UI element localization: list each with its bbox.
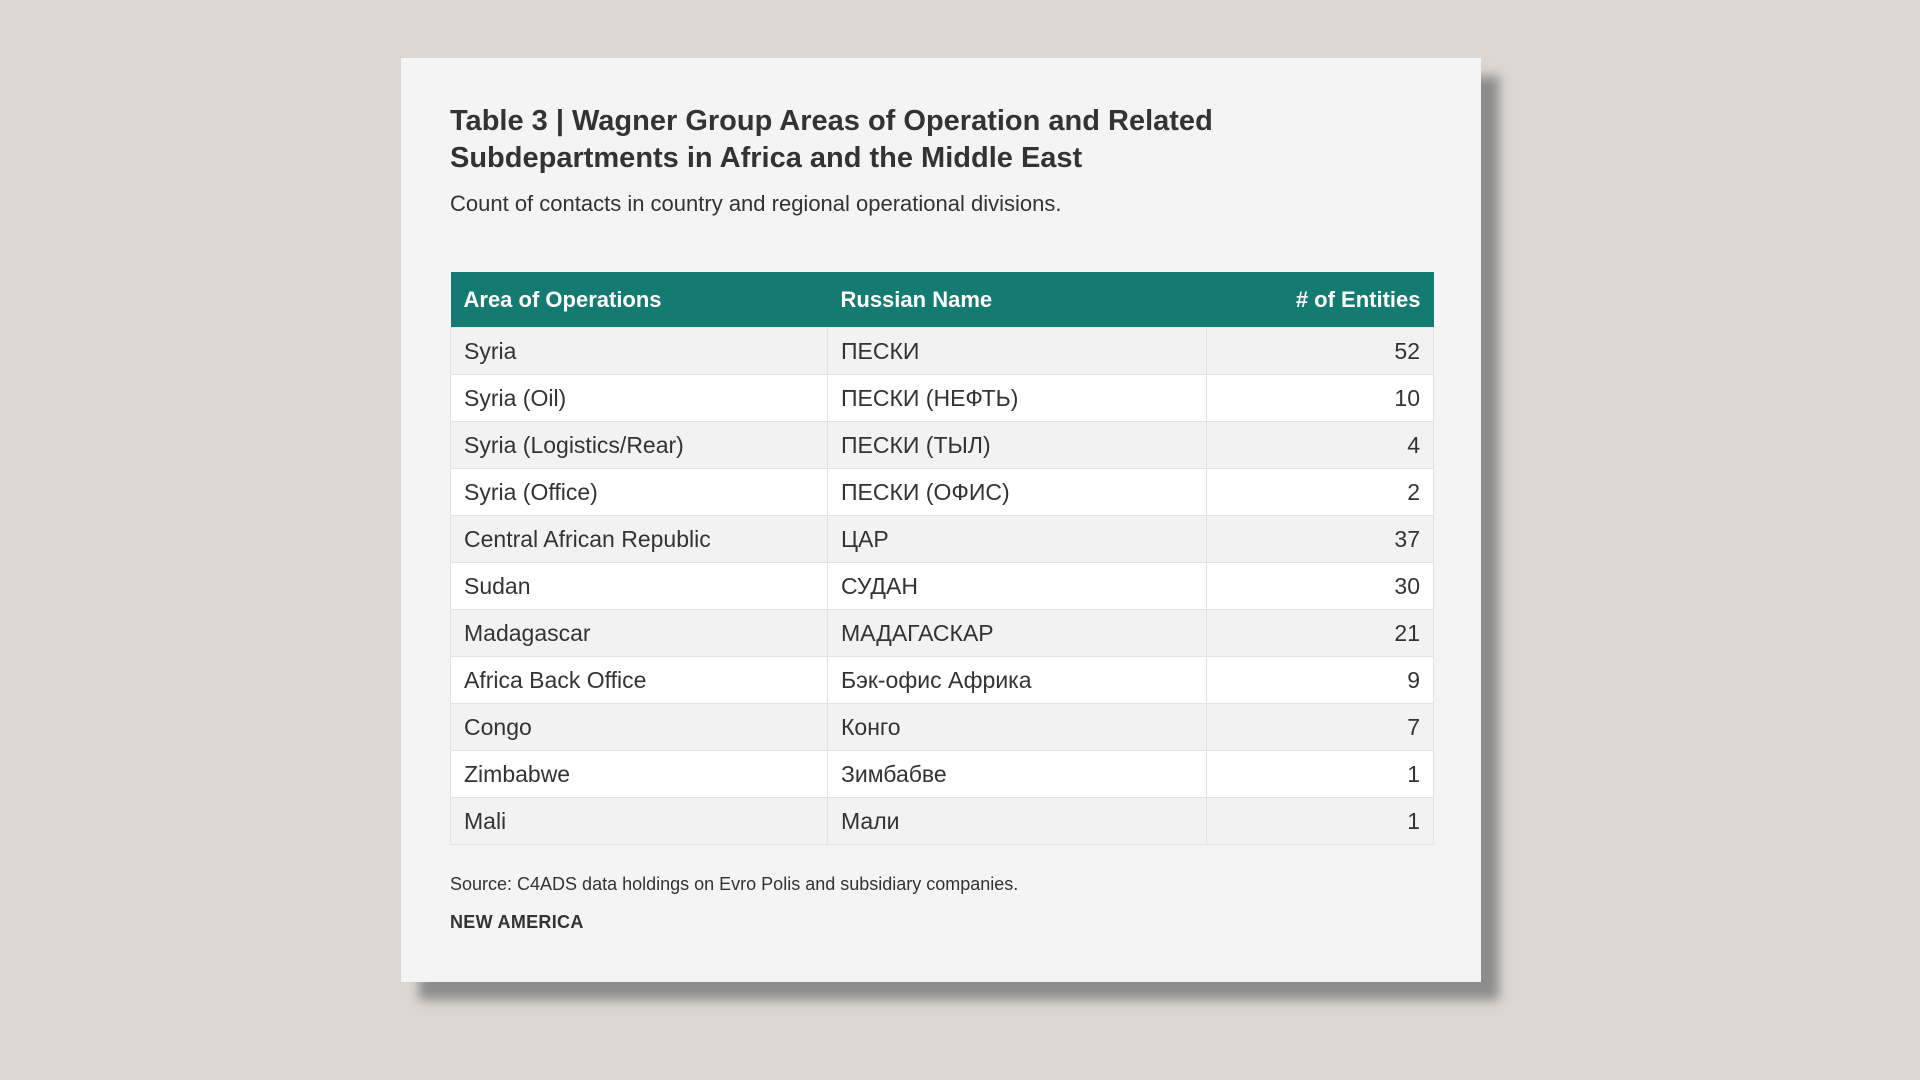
table-row: Sudan СУДАН 30 <box>450 562 1434 610</box>
title-line-2: Subdepartments in Africa and the Middle … <box>450 142 1083 174</box>
area-cell: Central African Republic <box>450 515 828 563</box>
table-row: Mali Мали 1 <box>450 797 1434 845</box>
russian-name-cell: Бэк-офис Африка <box>827 656 1207 704</box>
brand-footer: NEW AMERICA <box>450 912 584 932</box>
source-note: Source: C4ADS data holdings on Evro Poli… <box>450 874 1019 894</box>
header-area-of-operations: Area of Operations <box>450 272 828 328</box>
russian-name-cell: ПЕСКИ (ТЫЛ) <box>827 421 1207 469</box>
area-cell: Zimbabwe <box>450 750 828 798</box>
russian-name-cell: МАДАГАСКАР <box>827 609 1207 657</box>
table-row: Syria ПЕСКИ 52 <box>450 327 1434 375</box>
russian-name-cell: ЦАР <box>827 515 1207 563</box>
entity-count-cell: 21 <box>1206 609 1434 657</box>
area-cell: Syria (Oil) <box>450 374 828 422</box>
entity-count-cell: 1 <box>1206 797 1434 845</box>
area-cell: Syria (Office) <box>450 468 828 516</box>
entity-count-cell: 2 <box>1206 468 1434 516</box>
title-line-1: Table 3 | Wagner Group Areas of Operatio… <box>450 105 1213 137</box>
area-cell: Syria <box>450 327 828 375</box>
table-row: Zimbabwe Зимбабве 1 <box>450 750 1434 798</box>
russian-name-cell: ПЕСКИ (НЕФТЬ) <box>827 374 1207 422</box>
entity-count-cell: 37 <box>1206 515 1434 563</box>
data-table: Area of Operations Russian Name # of Ent… <box>450 272 1434 845</box>
area-cell: Syria (Logistics/Rear) <box>450 421 828 469</box>
table-row: Syria (Office) ПЕСКИ (ОФИС) 2 <box>450 468 1434 516</box>
entity-count-cell: 4 <box>1206 421 1434 469</box>
table-row: Central African Republic ЦАР 37 <box>450 515 1434 563</box>
russian-name-cell: Зимбабве <box>827 750 1207 798</box>
russian-name-cell: СУДАН <box>827 562 1207 610</box>
table-row: Congo Конго 7 <box>450 703 1434 751</box>
entity-count-cell: 7 <box>1206 703 1434 751</box>
area-cell: Mali <box>450 797 828 845</box>
entity-count-cell: 1 <box>1206 750 1434 798</box>
table-title: Table 3 | Wagner Group Areas of Operatio… <box>450 103 1350 177</box>
entity-count-cell: 52 <box>1206 327 1434 375</box>
table-row: Syria (Oil) ПЕСКИ (НЕФТЬ) 10 <box>450 374 1434 422</box>
table-card: Table 3 | Wagner Group Areas of Operatio… <box>401 58 1481 982</box>
table-header-row: Area of Operations Russian Name # of Ent… <box>450 272 1434 328</box>
header-russian-name: Russian Name <box>827 272 1207 328</box>
russian-name-cell: ПЕСКИ <box>827 327 1207 375</box>
area-cell: Sudan <box>450 562 828 610</box>
header-entity-count: # of Entities <box>1206 272 1434 328</box>
area-cell: Madagascar <box>450 609 828 657</box>
table-row: Africa Back Office Бэк-офис Африка 9 <box>450 656 1434 704</box>
russian-name-cell: Конго <box>827 703 1207 751</box>
entity-count-cell: 30 <box>1206 562 1434 610</box>
table-subtitle: Count of contacts in country and regiona… <box>450 191 1062 216</box>
russian-name-cell: ПЕСКИ (ОФИС) <box>827 468 1207 516</box>
area-cell: Africa Back Office <box>450 656 828 704</box>
area-cell: Congo <box>450 703 828 751</box>
table-row: Madagascar МАДАГАСКАР 21 <box>450 609 1434 657</box>
table-row: Syria (Logistics/Rear) ПЕСКИ (ТЫЛ) 4 <box>450 421 1434 469</box>
russian-name-cell: Мали <box>827 797 1207 845</box>
entity-count-cell: 10 <box>1206 374 1434 422</box>
entity-count-cell: 9 <box>1206 656 1434 704</box>
